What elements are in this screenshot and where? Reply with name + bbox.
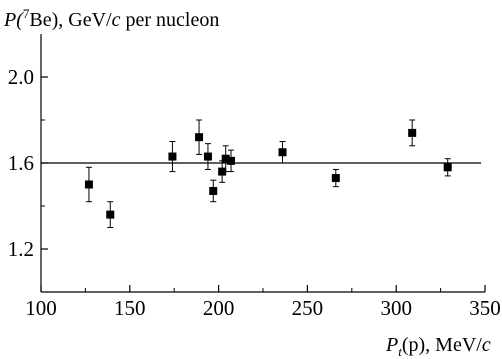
data-points: [84, 119, 452, 228]
x-tick-label: 300: [380, 296, 412, 320]
x-axis-label-main: P: [385, 334, 398, 356]
y-ticks: 1.2 1.6 2.0: [8, 65, 48, 261]
x-tick-label: 150: [114, 296, 146, 320]
x-axis-label-subscript: t: [398, 344, 402, 359]
x-tick-label: 250: [292, 296, 324, 320]
data-point: [203, 152, 212, 161]
x-axis-label-unit: c: [482, 334, 491, 356]
y-tick-label: 1.2: [8, 237, 34, 261]
data-point: [331, 174, 340, 183]
x-tick-label: 350: [469, 296, 501, 320]
x-tick-label: 100: [25, 296, 57, 320]
y-axis-label: P(7Be), GeV/c per nucleon: [3, 6, 219, 31]
data-point: [209, 186, 218, 195]
data-point: [278, 148, 287, 157]
x-ticks: 100 150 200 250 300 350: [25, 285, 501, 320]
x-axis-label-paren: (p), MeV/: [402, 334, 482, 356]
x-axis-label: Pt(p), MeV/c: [385, 334, 491, 359]
data-point: [227, 156, 236, 165]
data-point: [106, 210, 115, 219]
x-tick-label: 200: [203, 296, 235, 320]
y-axis-label-element: Be), GeV/: [29, 9, 112, 31]
data-point: [168, 152, 177, 161]
data-point: [195, 133, 204, 142]
y-axis-label-suffix: per nucleon: [120, 9, 219, 31]
y-tick-label: 2.0: [8, 65, 34, 89]
data-point: [84, 180, 93, 189]
data-point: [443, 163, 452, 172]
y-axis-label-prefix: P(: [3, 9, 24, 31]
data-point: [218, 167, 227, 176]
y-axis-label-superscript: 7: [23, 6, 30, 21]
data-point: [221, 154, 230, 163]
y-tick-label: 1.6: [8, 151, 34, 175]
y-axis-label-unit: c: [112, 9, 121, 31]
data-point: [408, 128, 417, 137]
